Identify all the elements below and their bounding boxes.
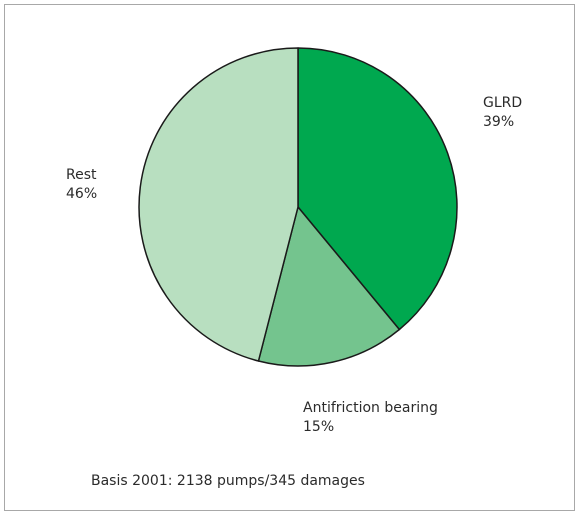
slice-name: Rest	[66, 167, 97, 183]
slice-percent: 46%	[66, 186, 98, 202]
pie-slice-rest	[138, 47, 299, 362]
slice-percent: 39%	[483, 114, 515, 130]
slice-label-antifriction-bearing: Antifriction bearing 15%	[303, 399, 438, 437]
slice-name: Antifriction bearing	[303, 400, 438, 416]
slice-name: GLRD	[483, 95, 523, 111]
slice-label-rest: Rest 46%	[66, 166, 97, 204]
pie-slice-glrd	[297, 47, 458, 331]
chart-footnote: Basis 2001: 2138 pumps/345 damages	[91, 473, 365, 489]
pie-slice-antifriction-bearing	[257, 206, 401, 367]
slice-label-glrd: GLRD 39%	[483, 94, 522, 132]
slice-percent: 15%	[303, 419, 335, 435]
